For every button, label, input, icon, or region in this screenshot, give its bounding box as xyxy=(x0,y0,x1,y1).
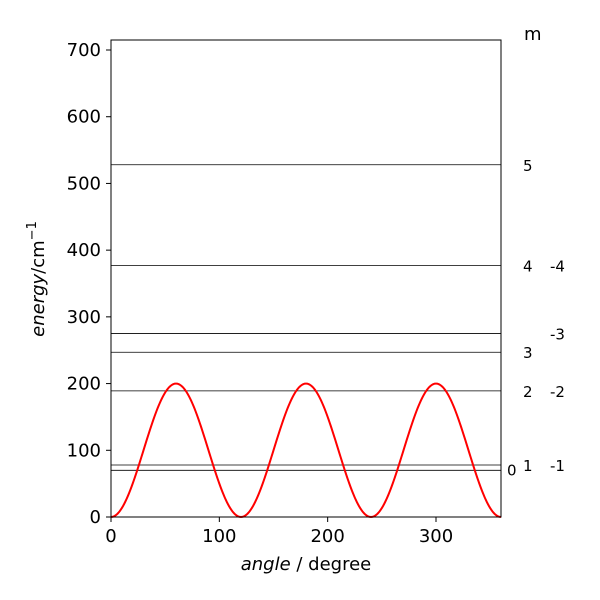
y-tick-label: 700 xyxy=(67,40,101,61)
m-quantum-number-labels: 0 1 -1 2 -2 3 -3 4 -4 5 xyxy=(507,157,565,480)
y-tick-label: 200 xyxy=(67,374,101,395)
m-label-negative: -1 xyxy=(550,457,565,475)
y-axis-label: energy/cm−1 xyxy=(25,221,49,337)
x-tick-label: 200 xyxy=(310,526,344,547)
axes-frame xyxy=(110,39,502,518)
m-label-negative: -4 xyxy=(550,257,565,275)
potential-curve-layer xyxy=(110,382,502,519)
x-tick-label: 100 xyxy=(202,526,236,547)
m-label-negative: -2 xyxy=(550,383,565,401)
y-tick-label: 100 xyxy=(67,440,101,461)
m-label-positive: 1 xyxy=(523,457,533,475)
m-label-negative: -3 xyxy=(550,326,565,344)
m-label-positive: 2 xyxy=(523,383,533,401)
potential-curve xyxy=(110,382,502,519)
y-tick-label: 600 xyxy=(67,107,101,128)
x-axis-ticks: 0 100 200 300 xyxy=(105,517,453,547)
m-label-positive: 3 xyxy=(523,344,533,362)
m-label-zero: 0 xyxy=(507,461,517,479)
y-axis-ticks: 0 100 200 300 400 500 600 700 xyxy=(67,40,111,528)
x-tick-label: 300 xyxy=(419,526,453,547)
energy-levels xyxy=(111,164,501,471)
y-tick-label: 400 xyxy=(67,240,101,261)
x-axis-label: angle / degree xyxy=(241,554,372,575)
y-tick-label: 0 xyxy=(90,507,101,528)
x-tick-label: 0 xyxy=(105,526,116,547)
y-tick-label: 500 xyxy=(67,173,101,194)
y-axis-label-exponent: −1 xyxy=(25,221,40,240)
y-tick-label: 300 xyxy=(67,307,101,328)
m-label-positive: 4 xyxy=(523,257,533,275)
m-label-positive: 5 xyxy=(523,157,533,175)
m-header: m xyxy=(524,24,542,45)
